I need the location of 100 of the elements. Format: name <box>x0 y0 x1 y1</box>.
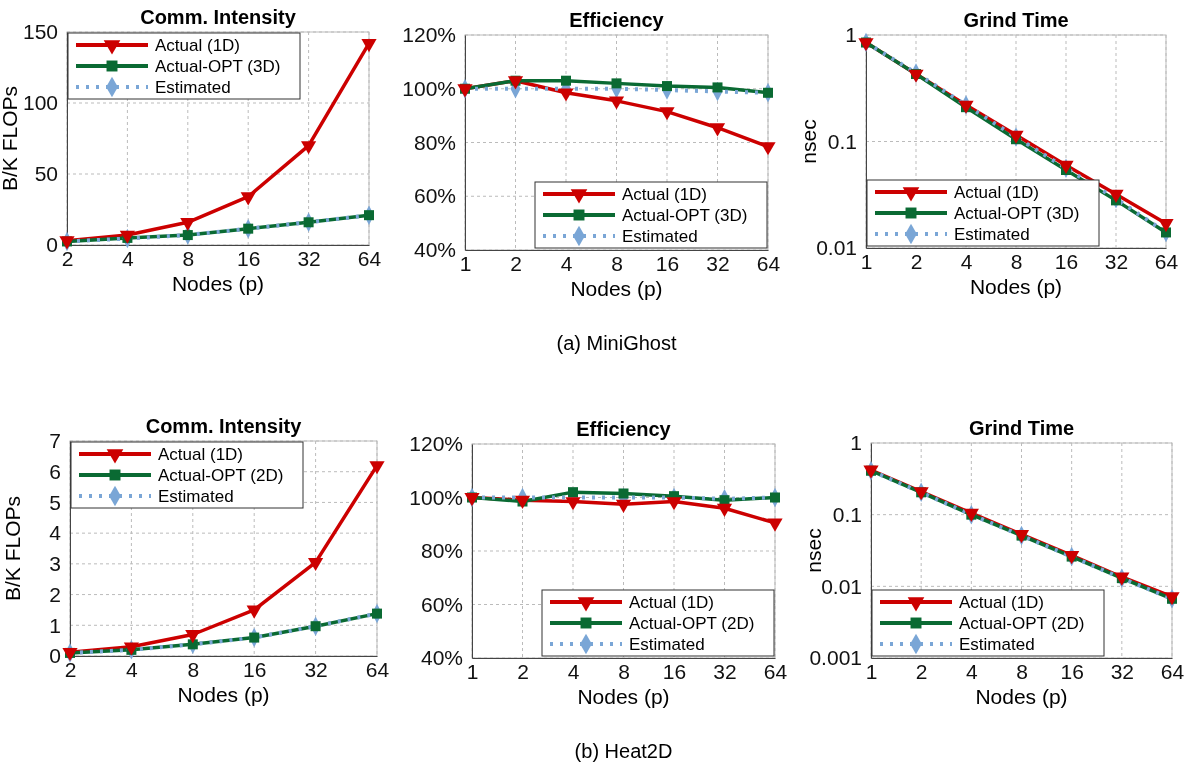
y-tick-label: 0.001 <box>809 646 862 670</box>
y-tick-label: 0 <box>46 233 58 257</box>
y-tick-label: 0.01 <box>821 574 862 598</box>
legend-label: Estimated <box>629 635 705 654</box>
x-tick-label: 4 <box>126 657 139 681</box>
x-axis-title: Nodes (p) <box>969 275 1063 298</box>
y-tick-label: 2 <box>49 582 61 606</box>
legend-label: Actual-OPT (3D) <box>155 57 281 76</box>
legend-label: Actual (1D) <box>158 445 244 464</box>
x-axis-title: Nodes (p) <box>975 685 1068 708</box>
x-tick-label: 16 <box>1054 249 1079 273</box>
x-tick-label: 4 <box>965 659 978 683</box>
x-tick-label: 8 <box>1016 659 1028 683</box>
legend-label: Actual (1D) <box>629 593 715 612</box>
y-tick-label: 100% <box>409 485 463 509</box>
x-tick-label: 64 <box>763 659 788 683</box>
y-tick-label: 0.01 <box>816 236 857 260</box>
x-tick-label: 4 <box>960 249 973 273</box>
x-tick-label: 32 <box>304 657 328 681</box>
x-tick-label: 8 <box>182 246 195 270</box>
y-tick-label: 4 <box>49 521 62 545</box>
chart-title: Comm. Intensity <box>145 415 303 437</box>
y-tick-label: 60% <box>420 592 463 616</box>
y-tick-label: 5 <box>49 490 61 514</box>
chart-title: Comm. Intensity <box>140 6 297 28</box>
x-tick-label: 32 <box>1104 249 1129 273</box>
x-tick-label: 4 <box>122 246 135 270</box>
x-tick-label: 2 <box>910 249 923 273</box>
legend-label: Actual-OPT (3D) <box>622 206 748 225</box>
chart-title: Grind Time <box>963 9 1069 31</box>
y-axis-title: nsec <box>802 528 825 573</box>
y-tick-label: 0 <box>49 644 61 668</box>
legend-label: Actual (1D) <box>959 593 1045 612</box>
chart-title: Efficiency <box>576 418 672 440</box>
legend-label: Actual (1D) <box>954 183 1040 202</box>
legend-label: Estimated <box>158 487 234 506</box>
x-tick-label: 2 <box>510 251 522 275</box>
legend-label: Actual-OPT (2D) <box>959 614 1085 633</box>
y-tick-label: 7 <box>49 429 61 453</box>
y-tick-label: 50 <box>34 162 58 186</box>
x-tick-label: 16 <box>237 246 261 270</box>
text: (b) Heat2D <box>574 740 673 762</box>
x-axis-title: Nodes (p) <box>577 685 670 708</box>
x-tick-label: 32 <box>706 251 730 275</box>
legend-label: Actual-OPT (2D) <box>629 614 755 633</box>
x-axis-title: Nodes (p) <box>570 277 663 300</box>
x-tick-label: 8 <box>611 251 623 275</box>
x-tick-label: 64 <box>1160 659 1185 683</box>
x-tick-label: 16 <box>655 251 680 275</box>
x-tick-label: 8 <box>618 659 630 683</box>
y-tick-label: 0.1 <box>827 129 857 153</box>
x-tick-label: 16 <box>243 657 267 681</box>
legend-label: Actual (1D) <box>155 36 241 55</box>
legend-label: Estimated <box>959 635 1035 654</box>
y-tick-label: 80% <box>420 539 463 563</box>
y-tick-label: 150 <box>22 20 58 44</box>
text: (a) MiniGhost <box>556 332 677 354</box>
x-tick-label: 32 <box>297 246 321 270</box>
x-tick-label: 64 <box>357 246 382 270</box>
y-tick-label: 0.1 <box>832 502 862 526</box>
legend-label: Estimated <box>622 227 698 246</box>
x-tick-label: 2 <box>915 659 928 683</box>
y-tick-label: 40% <box>420 646 463 670</box>
x-axis-title: Nodes (p) <box>171 272 265 295</box>
y-tick-label: 1 <box>850 431 862 455</box>
x-tick-label: 4 <box>560 251 573 275</box>
x-tick-label: 8 <box>1010 249 1023 273</box>
y-tick-label: 1 <box>49 613 61 637</box>
x-tick-label: 64 <box>756 251 781 275</box>
x-tick-label: 16 <box>1060 659 1084 683</box>
y-tick-label: 120% <box>409 432 463 456</box>
y-axis-title: nsec <box>797 119 820 164</box>
x-axis-title: Nodes (p) <box>177 683 270 706</box>
x-tick-label: 2 <box>64 657 77 681</box>
legend-label: Estimated <box>155 78 231 97</box>
y-tick-label: 80% <box>413 130 456 154</box>
y-tick-label: 3 <box>49 552 61 576</box>
x-tick-label: 2 <box>517 659 529 683</box>
x-tick-label: 4 <box>567 659 580 683</box>
chart-title: Grind Time <box>968 417 1075 439</box>
legend-label: Estimated <box>954 225 1030 244</box>
x-tick-label: 16 <box>662 659 687 683</box>
x-tick-label: 1 <box>466 659 479 683</box>
y-axis-title: B/K FLOPs <box>0 85 21 192</box>
legend-label: Actual-OPT (2D) <box>158 466 284 485</box>
x-tick-label: 64 <box>365 657 390 681</box>
y-tick-label: 100% <box>402 76 456 100</box>
y-tick-label: 60% <box>413 184 456 208</box>
chart-title: Efficiency <box>569 9 665 31</box>
x-tick-label: 64 <box>1154 249 1179 273</box>
legend-label: Actual-OPT (3D) <box>954 204 1080 223</box>
y-tick-label: 100 <box>22 91 58 115</box>
y-tick-label: 6 <box>49 459 61 483</box>
x-tick-label: 32 <box>713 659 737 683</box>
y-axis-title: B/K FLOPs <box>1 495 24 602</box>
y-tick-label: 120% <box>402 23 456 47</box>
x-tick-label: 1 <box>865 659 878 683</box>
x-tick-label: 8 <box>187 657 200 681</box>
y-tick-label: 40% <box>413 238 456 262</box>
legend-label: Actual (1D) <box>622 185 708 204</box>
